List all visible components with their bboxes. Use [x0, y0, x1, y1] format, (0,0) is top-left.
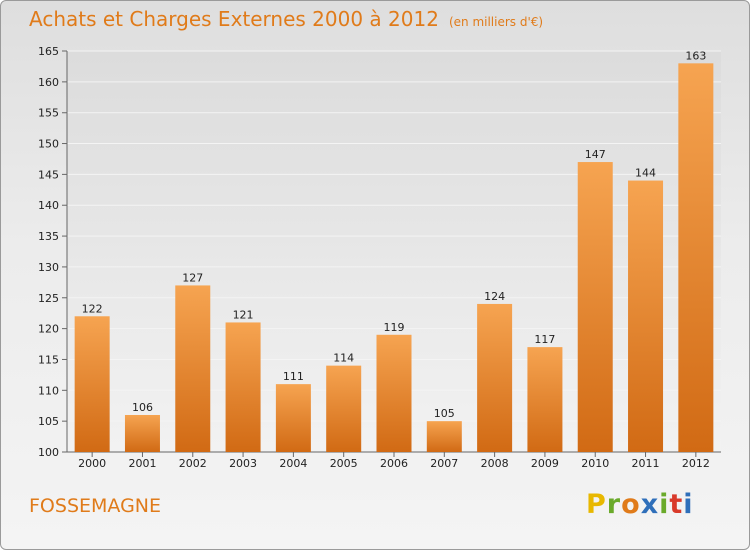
bar: [477, 303, 513, 452]
logo-letter: r: [606, 489, 622, 520]
y-tick-label: 105: [38, 415, 59, 428]
x-tick-label: 2006: [380, 457, 408, 470]
bar-value-label: 124: [484, 290, 505, 303]
bar-value-label: 122: [82, 302, 103, 315]
bar: [678, 63, 714, 452]
logo-letter: i: [659, 489, 670, 520]
bar: [628, 180, 664, 453]
bar: [275, 384, 311, 452]
plot-area: 100 105 110 115 120 125 130 135 140 145 150 155 160 1…: [38, 45, 721, 470]
bar-value-label: 114: [333, 352, 354, 365]
x-tick-label: 2002: [179, 457, 207, 470]
chart-title-text: Achats et Charges Externes 2000 à 2012: [29, 7, 439, 31]
logo-letter: o: [621, 489, 641, 520]
bar-value-label: 163: [685, 49, 706, 62]
place-name: FOSSEMAGNE: [29, 495, 162, 517]
bar-value-label: 119: [384, 321, 405, 334]
bar-value-label: 106: [132, 401, 153, 414]
bar: [225, 322, 261, 452]
y-tick-label: 110: [38, 384, 59, 397]
x-tick-label: 2004: [279, 457, 307, 470]
x-tick-label: 2005: [330, 457, 358, 470]
x-tick-label: 2001: [128, 457, 156, 470]
bar-value-label: 111: [283, 370, 304, 383]
bar: [74, 316, 110, 452]
x-tick-label: 2011: [632, 457, 660, 470]
y-tick-label: 155: [38, 107, 59, 120]
y-tick-label: 125: [38, 292, 59, 305]
y-tick-label: 150: [38, 138, 59, 151]
x-tick-label: 2009: [531, 457, 559, 470]
bar-value-label: 121: [233, 308, 254, 321]
bar: [326, 365, 362, 452]
x-tick-label: 2008: [481, 457, 509, 470]
chart-subtitle: (en milliers d'€): [448, 15, 544, 29]
y-tick-label: 100: [38, 446, 59, 459]
x-tick-label: 2012: [682, 457, 710, 470]
bar-value-label: 144: [635, 167, 656, 180]
bar-value-label: 147: [585, 148, 606, 161]
logo-letter: i: [683, 489, 694, 520]
bar: [527, 347, 563, 452]
x-tick-label: 2010: [581, 457, 609, 470]
x-tick-label: 2007: [430, 457, 458, 470]
logo-letter: P: [586, 489, 607, 520]
bar: [124, 414, 160, 452]
bar: [426, 421, 462, 452]
logo-letter: x: [640, 489, 660, 520]
x-tick-label: 2000: [78, 457, 106, 470]
y-tick-label: 145: [38, 168, 59, 181]
y-tick-label: 135: [38, 230, 59, 243]
bar-value-label: 105: [434, 407, 455, 420]
y-tick-label: 165: [38, 45, 59, 58]
bar: [376, 334, 412, 452]
chart-title: Achats et Charges Externes 2000 à 2012 (e…: [29, 7, 543, 31]
y-tick-label: 130: [38, 261, 59, 274]
y-tick-label: 160: [38, 76, 59, 89]
bar: [577, 162, 613, 453]
y-tick-label: 140: [38, 199, 59, 212]
x-tick-label: 2003: [229, 457, 257, 470]
bar-value-label: 117: [534, 333, 555, 346]
y-tick-label: 115: [38, 353, 59, 366]
bar: [175, 285, 211, 452]
bar-value-label: 127: [182, 271, 203, 284]
logo-letter: t: [669, 489, 684, 520]
y-tick-label: 120: [38, 323, 59, 336]
proxiti-logo: Proxiti: [586, 489, 694, 520]
